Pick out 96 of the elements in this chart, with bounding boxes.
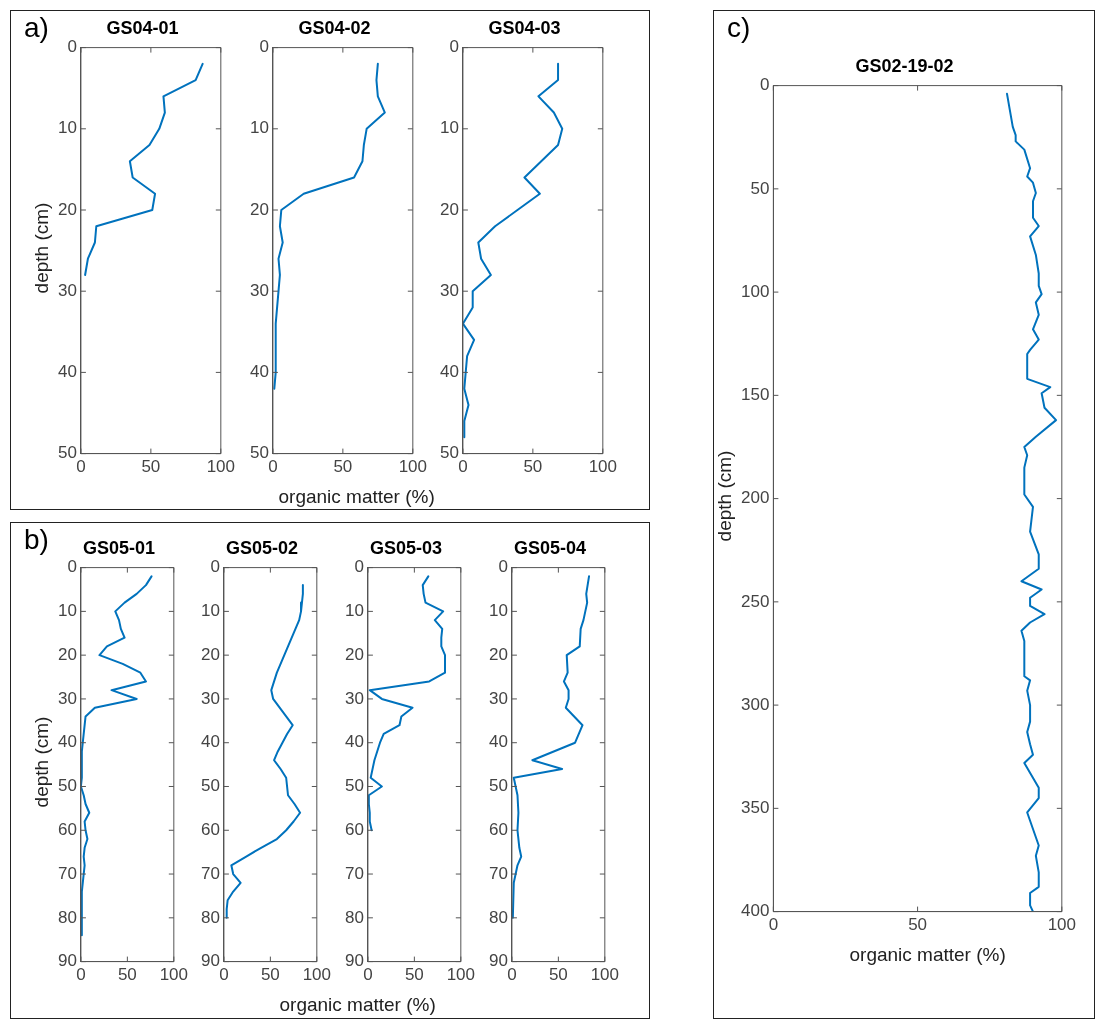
y-tick-label: 70 (488, 863, 508, 883)
y-tick-label: 0 (259, 37, 269, 57)
y-tick-label: 50 (200, 776, 220, 796)
y-tick-label: 0 (67, 557, 77, 577)
y-tick-label: 400 (740, 901, 770, 921)
y-tick-label: 80 (200, 907, 220, 927)
chart-title: GS05-03 (369, 537, 443, 558)
y-tick-label: 30 (249, 280, 269, 300)
y-tick-label: 20 (200, 644, 220, 664)
y-tick-label: 70 (200, 863, 220, 883)
y-tick-label: 50 (750, 178, 770, 198)
y-tick-label: 100 (740, 281, 770, 301)
y-tick-label: 50 (439, 443, 459, 463)
chart-title: GS05-04 (513, 537, 587, 558)
x-tick-label: 100 (398, 457, 428, 477)
y-tick-label: 10 (439, 118, 459, 138)
y-tick-label: 60 (488, 819, 508, 839)
y-axis-title: depth (cm) (714, 450, 736, 542)
text: a) (24, 12, 49, 44)
y-tick-label: 30 (344, 688, 364, 708)
y-tick-label: 50 (57, 443, 77, 463)
y-tick-label: 40 (439, 362, 459, 382)
y-tick-label: 40 (200, 732, 220, 752)
y-tick-label: 80 (57, 907, 77, 927)
y-tick-label: 60 (57, 819, 77, 839)
chart-title: GS04-03 (488, 17, 561, 38)
y-tick-label: 20 (439, 199, 459, 219)
x-tick-label: 50 (908, 915, 928, 935)
x-tick-label: 50 (141, 457, 161, 477)
chart-title: GS04-02 (298, 17, 371, 38)
y-tick-label: 300 (740, 694, 770, 714)
x-tick-label: 100 (588, 457, 618, 477)
y-tick-label: 10 (344, 601, 364, 621)
chart-title: GS05-02 (225, 537, 299, 558)
y-tick-label: 70 (57, 863, 77, 883)
text: b) (24, 524, 49, 556)
x-tick-label: 50 (523, 457, 543, 477)
chart-title: GS02-19-02 (855, 55, 954, 76)
x-tick-label: 50 (404, 965, 424, 985)
x-tick-label: 100 (590, 965, 620, 985)
y-tick-label: 10 (249, 118, 269, 138)
y-tick-label: 30 (57, 280, 77, 300)
y-tick-label: 10 (488, 601, 508, 621)
y-tick-label: 350 (740, 798, 770, 818)
chart-title: GS05-01 (82, 537, 156, 558)
y-tick-label: 10 (57, 601, 77, 621)
y-tick-label: 90 (57, 951, 77, 971)
y-tick-label: 50 (249, 443, 269, 463)
x-tick-label: 50 (117, 965, 137, 985)
y-tick-label: 20 (57, 199, 77, 219)
y-tick-label: 40 (57, 362, 77, 382)
y-tick-label: 30 (488, 688, 508, 708)
y-tick-label: 30 (57, 688, 77, 708)
y-tick-label: 50 (344, 776, 364, 796)
y-tick-label: 10 (200, 601, 220, 621)
y-tick-label: 40 (488, 732, 508, 752)
y-tick-label: 70 (344, 863, 364, 883)
y-tick-label: 20 (57, 644, 77, 664)
x-axis-title: organic matter (%) (279, 994, 436, 1016)
y-tick-label: 30 (439, 280, 459, 300)
x-tick-label: 100 (302, 965, 332, 985)
y-tick-label: 20 (344, 644, 364, 664)
y-tick-label: 40 (344, 732, 364, 752)
y-tick-label: 20 (249, 199, 269, 219)
y-tick-label: 90 (200, 951, 220, 971)
y-tick-label: 30 (200, 688, 220, 708)
y-tick-label: 20 (488, 644, 508, 664)
x-tick-label: 100 (159, 965, 189, 985)
x-tick-label: 50 (548, 965, 568, 985)
y-tick-label: 0 (498, 557, 508, 577)
y-tick-label: 60 (344, 819, 364, 839)
y-tick-label: 90 (488, 951, 508, 971)
y-tick-label: 10 (57, 118, 77, 138)
y-tick-label: 0 (210, 557, 220, 577)
y-tick-label: 40 (57, 732, 77, 752)
y-tick-label: 0 (67, 37, 77, 57)
y-axis-title: depth (cm) (31, 716, 53, 808)
y-tick-label: 50 (488, 776, 508, 796)
y-tick-label: 150 (740, 385, 770, 405)
y-tick-label: 0 (449, 37, 459, 57)
y-tick-label: 80 (344, 907, 364, 927)
y-tick-label: 90 (344, 951, 364, 971)
y-tick-label: 250 (740, 591, 770, 611)
y-tick-label: 40 (249, 362, 269, 382)
x-tick-label: 100 (1047, 915, 1077, 935)
x-axis-title: organic matter (%) (849, 944, 1006, 966)
y-tick-label: 50 (57, 776, 77, 796)
chart-title: GS04-01 (106, 17, 179, 38)
x-axis-title: organic matter (%) (278, 486, 435, 508)
y-tick-label: 0 (354, 557, 364, 577)
y-tick-label: 200 (740, 488, 770, 508)
y-tick-label: 60 (200, 819, 220, 839)
y-tick-label: 0 (759, 75, 770, 95)
y-axis-title: depth (cm) (31, 202, 53, 294)
text: c) (727, 12, 751, 44)
y-tick-label: 80 (488, 907, 508, 927)
